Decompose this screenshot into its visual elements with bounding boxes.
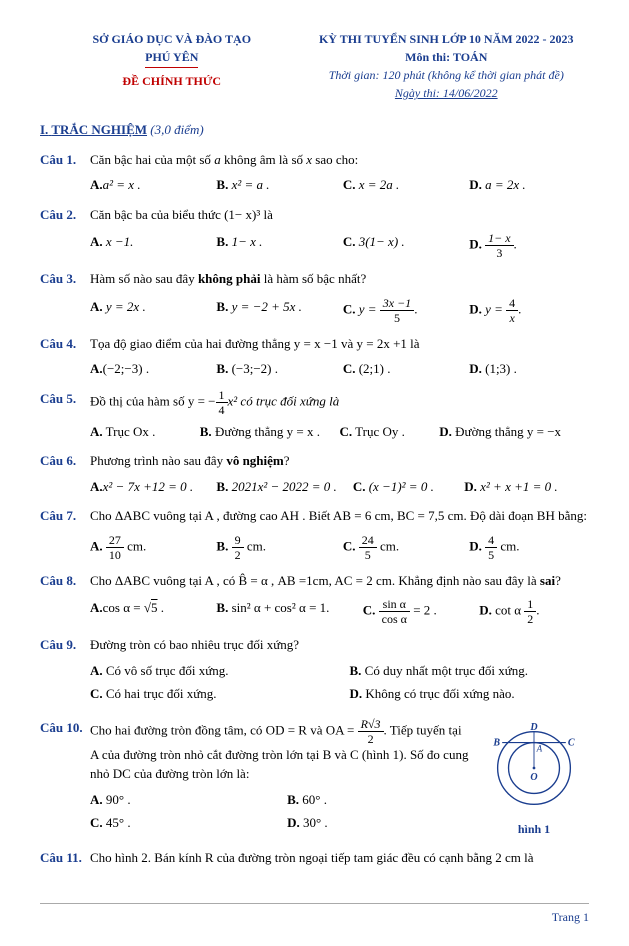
q8-label: Câu 8. xyxy=(40,571,90,626)
q7-opt-b: B. 92 cm. xyxy=(216,534,336,561)
question-9: Câu 9. Đường tròn có bao nhiêu trục đối … xyxy=(40,635,589,708)
q10-opt-b: B. 60° . xyxy=(287,790,469,810)
q9-opt-a: A. Có vô số trục đối xứng. xyxy=(90,661,330,681)
q7-opt-d: D. 45 cm. xyxy=(469,534,589,561)
q4-opt-b: B. (−3;−2) . xyxy=(216,359,336,379)
q3-text: Hàm số nào sau đây không phải là hàm số … xyxy=(90,269,589,289)
q9-opt-d: D. Không có trục đối xứng nào. xyxy=(349,684,589,704)
q5-opt-a: A. Trục Ox . xyxy=(90,422,200,442)
header-exam: KỲ THI TUYỂN SINH LỚP 10 NĂM 2022 - 2023… xyxy=(304,30,589,102)
q3-opt-a: A. y = 2x . xyxy=(90,297,210,324)
question-8: Câu 8. Cho ΔABC vuông tại A , có B̂ = α … xyxy=(40,571,589,626)
q10-opt-a: A. 90° . xyxy=(90,790,272,810)
q6-opt-b: B. 2021x² − 2022 = 0 . xyxy=(216,477,351,497)
question-4: Câu 4. Tọa độ giao điểm của hai đường th… xyxy=(40,334,589,379)
svg-text:C: C xyxy=(568,737,575,748)
q5-text: Đồ thị của hàm số y = −14x² có trục đối … xyxy=(90,389,589,416)
section-1-title: I. TRẮC NGHIỆM (3,0 điểm) xyxy=(40,120,589,140)
dept-line2: PHÚ YÊN xyxy=(145,48,198,68)
q7-label: Câu 7. xyxy=(40,506,90,561)
question-5: Câu 5. Đồ thị của hàm số y = −14x² có tr… xyxy=(40,389,589,442)
q3-opt-b: B. y = −2 + 5x . xyxy=(216,297,336,324)
q9-text: Đường tròn có bao nhiêu trục đối xứng? xyxy=(90,635,589,655)
exam-title: KỲ THI TUYỂN SINH LỚP 10 NĂM 2022 - 2023 xyxy=(304,30,589,48)
q2-label: Câu 2. xyxy=(40,205,90,260)
q7-text: Cho ΔABC vuông tại A , đường cao AH . Bi… xyxy=(90,506,589,526)
q2-opt-a: A. x −1. xyxy=(90,232,210,259)
q8-opt-d: D. cot α 12. xyxy=(479,598,589,625)
q4-opt-d: D. (1;3) . xyxy=(469,359,589,379)
circle-diagram-icon: D B C A O xyxy=(479,718,589,818)
figure-1-caption: hình 1 xyxy=(479,820,589,838)
q5-opt-c: C. Trục Oy . xyxy=(339,422,439,442)
q6-opt-c: C. (x −1)² = 0 . xyxy=(353,477,463,497)
q9-label: Câu 9. xyxy=(40,635,90,708)
q4-opt-c: C. (2;1) . xyxy=(343,359,463,379)
q8-opt-c: C. sin αcos α = 2 . xyxy=(363,598,473,625)
q7-opt-a: A. 2710 cm. xyxy=(90,534,210,561)
q1-opt-a: A.a² = x . xyxy=(90,175,210,195)
q4-text: Tọa độ giao điểm của hai đường thẳng y =… xyxy=(90,334,589,354)
page-footer: Trang 1 xyxy=(40,903,589,926)
q9-opt-c: C. Có hai trục đối xứng. xyxy=(90,684,330,704)
svg-text:D: D xyxy=(529,721,537,732)
q10-text: Cho hai đường tròn đồng tâm, có OD = R v… xyxy=(90,718,469,784)
q7-opt-c: C. 245 cm. xyxy=(343,534,463,561)
svg-text:O: O xyxy=(530,771,537,782)
question-10: Câu 10. Cho hai đường tròn đồng tâm, có … xyxy=(40,718,589,838)
header-dept: SỞ GIÁO DỤC VÀ ĐÀO TẠO PHÚ YÊN ĐỀ CHÍNH … xyxy=(40,30,304,102)
q3-opt-c: C. y = 3x −15. xyxy=(343,297,463,324)
q5-label: Câu 5. xyxy=(40,389,90,442)
q11-text: Cho hình 2. Bán kính R của đường tròn ng… xyxy=(90,848,589,868)
q2-opt-c: C. 3(1− x) . xyxy=(343,232,463,259)
q10-label: Câu 10. xyxy=(40,718,90,838)
page-number: Trang 1 xyxy=(552,910,589,924)
q8-opt-a: A.cos α = √5 . xyxy=(90,598,210,625)
q1-text: Căn bậc hai của một số a không âm là số … xyxy=(90,150,589,170)
q8-opt-b: B. sin² α + cos² α = 1. xyxy=(216,598,356,625)
question-1: Câu 1. Căn bậc hai của một số a không âm… xyxy=(40,150,589,195)
figure-1: D B C A O hình 1 xyxy=(479,718,589,838)
question-7: Câu 7. Cho ΔABC vuông tại A , đường cao … xyxy=(40,506,589,561)
q3-opt-d: D. y = 4x. xyxy=(469,297,589,324)
q2-text: Căn bậc ba của biểu thức (1− x)³ là xyxy=(90,205,589,225)
q1-opt-b: B. x² = a . xyxy=(216,175,336,195)
q1-opt-c: C. x = 2a . xyxy=(343,175,463,195)
exam-duration: Thời gian: 120 phút (không kể thời gian … xyxy=(304,66,589,84)
svg-text:A: A xyxy=(536,743,543,753)
q1-label: Câu 1. xyxy=(40,150,90,195)
q3-label: Câu 3. xyxy=(40,269,90,324)
q4-label: Câu 4. xyxy=(40,334,90,379)
q2-opt-b: B. 1− x . xyxy=(216,232,336,259)
q1-opt-d: D. a = 2x . xyxy=(469,175,589,195)
official-label: ĐỀ CHÍNH THỨC xyxy=(122,74,221,88)
question-6: Câu 6. Phương trình nào sau đây vô nghiệ… xyxy=(40,451,589,496)
question-2: Câu 2. Căn bậc ba của biểu thức (1− x)³ … xyxy=(40,205,589,260)
q6-label: Câu 6. xyxy=(40,451,90,496)
exam-date: Ngày thi: 14/06/2022 xyxy=(304,84,589,102)
q9-opt-b: B. Có duy nhất một trục đối xứng. xyxy=(349,661,589,681)
q6-opt-a: A.x² − 7x +12 = 0 . xyxy=(90,477,215,497)
q8-text: Cho ΔABC vuông tại A , có B̂ = α , AB =1… xyxy=(90,571,589,591)
svg-text:B: B xyxy=(492,737,500,748)
exam-subject: Môn thi: TOÁN xyxy=(304,48,589,66)
q2-opt-d: D. 1− x3. xyxy=(469,232,589,259)
question-3: Câu 3. Hàm số nào sau đây không phải là … xyxy=(40,269,589,324)
q11-label: Câu 11. xyxy=(40,848,90,874)
q4-opt-a: A.(−2;−3) . xyxy=(90,359,210,379)
q6-opt-d: D. x² + x +1 = 0 . xyxy=(464,477,589,497)
q6-text: Phương trình nào sau đây vô nghiệm? xyxy=(90,451,589,471)
q5-opt-b: B. Đường thẳng y = x . xyxy=(200,422,340,442)
dept-line1: SỞ GIÁO DỤC VÀ ĐÀO TẠO xyxy=(40,30,304,48)
question-11: Câu 11. Cho hình 2. Bán kính R của đường… xyxy=(40,848,589,874)
q5-opt-d: D. Đường thẳng y = −x xyxy=(439,422,589,442)
